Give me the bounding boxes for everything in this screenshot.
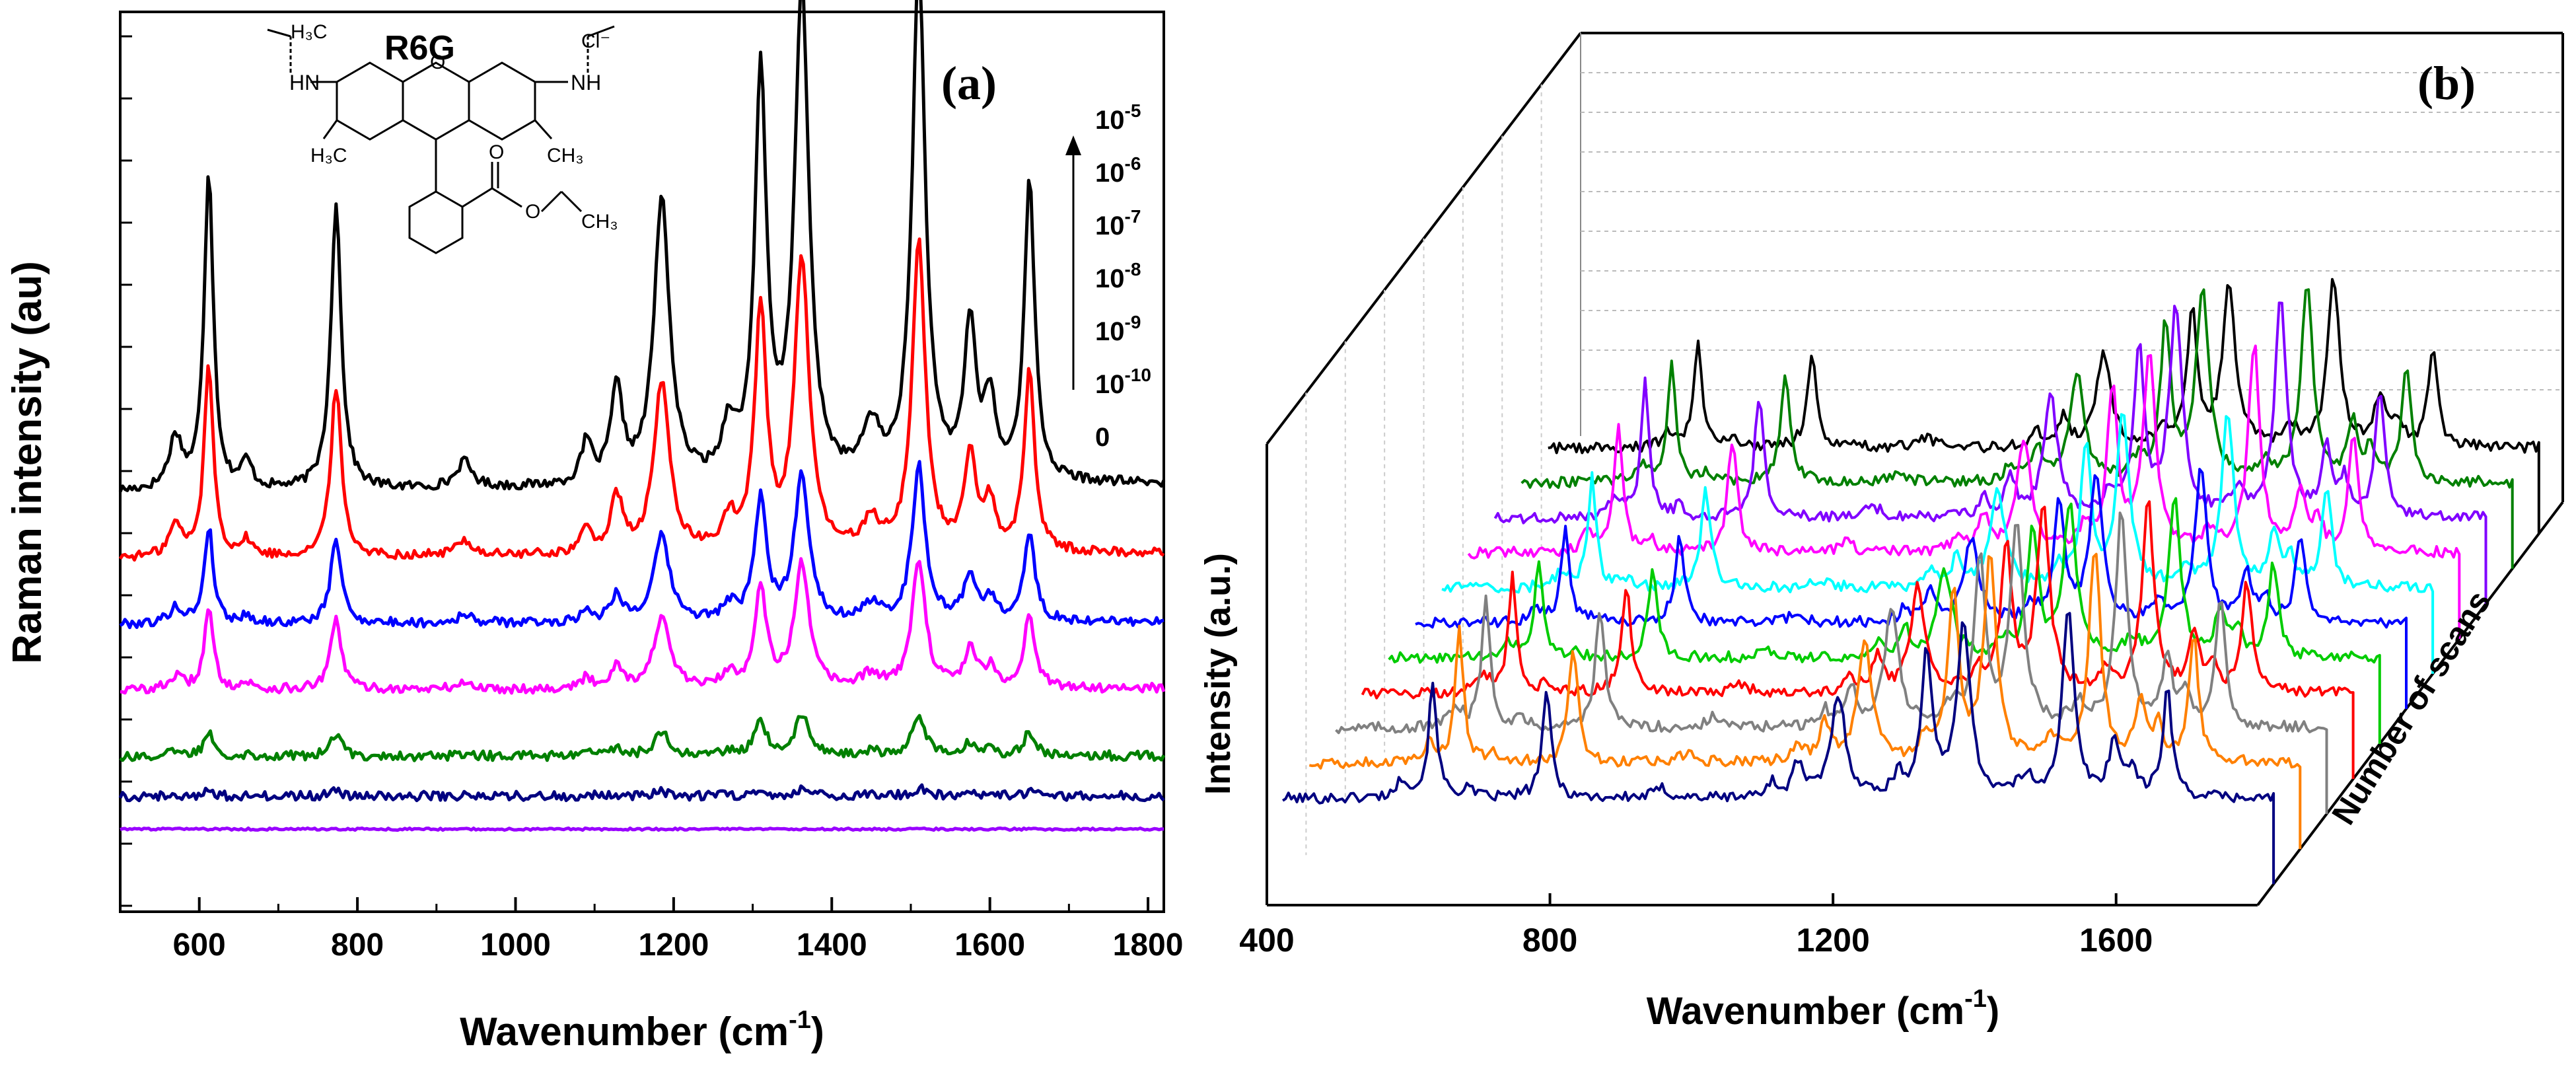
panel-b-label: (b) <box>2417 57 2476 110</box>
series-line-b-8 <box>1493 301 2487 604</box>
panel-a-y-ticks <box>120 35 132 907</box>
panel-b-y-axis-label: Intensity (a.u.) <box>1198 553 1238 795</box>
x-tick-label: 1600 <box>2079 922 2153 959</box>
panel-b-x-axis-label-sup: -1 <box>1964 985 1987 1013</box>
x-tick-label: 1000 <box>480 928 551 963</box>
concentration-label: 0 <box>1095 423 1110 452</box>
panel-a-x-ticks: 600 800 1000 1200 1400 1600 1800 <box>119 897 1184 963</box>
concentration-arrow-head <box>1065 135 1081 155</box>
concentration-labels: 10-5 10-6 10-7 10-8 10-9 10-10 0 <box>1095 100 1151 452</box>
concentration-exponent: -5 <box>1125 100 1141 121</box>
molecule-bond <box>322 120 338 139</box>
series-line-b-3 <box>1361 500 2355 779</box>
panel-a-series <box>118 0 1166 832</box>
x-tick-label: 1200 <box>1797 922 1870 959</box>
molecule-label: O <box>525 201 540 223</box>
molecule-label: O <box>430 52 445 73</box>
x-tick-label: 1600 <box>954 928 1025 963</box>
concentration-exponent: -8 <box>1125 259 1141 279</box>
molecule-right-ring <box>468 61 536 141</box>
molecule-label: H₃C <box>310 145 347 166</box>
concentration-label: 10-7 <box>1095 206 1141 240</box>
series-line-a-4 <box>119 714 1166 762</box>
panel-a-x-axis-label-main: Wavenumber (cm <box>460 1010 789 1054</box>
panel-b-grid <box>1305 72 2563 856</box>
panel-b-x-axis-label: Wavenumber (cm-1) <box>1647 985 1999 1033</box>
molecule-label: Cl⁻ <box>581 30 610 52</box>
concentration-exponent: -7 <box>1125 206 1141 227</box>
panel-b-series <box>1282 277 2540 885</box>
concentration-label: 10-8 <box>1095 259 1141 293</box>
molecule-label: HN <box>289 71 320 94</box>
panel-a-x-axis-label-sup: -1 <box>789 1006 811 1034</box>
panel-b-x-ticks: 400 800 1200 1600 <box>1239 893 2153 959</box>
panel-a: 600 800 1000 1200 1400 1600 1800 (a) Raman int… <box>5 0 1183 1054</box>
molecule-bond <box>491 187 522 208</box>
molecule-left-ring <box>336 61 404 141</box>
concentration-exponent: -6 <box>1125 153 1141 174</box>
panel-b-x-axis-label-close: ) <box>1987 990 1999 1033</box>
x-tick-label: 800 <box>1522 922 1577 959</box>
series-line-b-0 <box>1282 612 2275 885</box>
concentration-label: 10-9 <box>1095 312 1141 346</box>
r6g-molecule-structure <box>267 25 615 254</box>
molecule-bond <box>462 187 493 208</box>
series-line-a-1 <box>118 237 1165 562</box>
x-tick-label: 800 <box>331 928 384 963</box>
panel-b: 400 800 1200 1600 (b) Intensity (a.u.) Wave… <box>1198 32 2564 1033</box>
molecule-label: NH <box>571 71 601 94</box>
series-line-b-10 <box>1548 277 2540 534</box>
molecule-labels: H₃C R6G Cl⁻ HN NH O H₃C CH₃ O O CH₃ <box>289 21 618 233</box>
series-line-b-5 <box>1415 468 2408 709</box>
panel-b-x-axis-label-main: Wavenumber (cm <box>1647 990 1964 1033</box>
series-line-b-7 <box>1467 344 2461 639</box>
panel-a-x-axis-label: Wavenumber (cm-1) <box>460 1006 824 1054</box>
concentration-exponent: -9 <box>1125 312 1141 332</box>
series-line-b-6 <box>1441 413 2435 674</box>
series-line-a-5 <box>118 783 1165 803</box>
concentration-label: 10-5 <box>1095 100 1141 135</box>
molecule-label: CH₃ <box>581 211 618 233</box>
molecule-label: O <box>489 141 504 163</box>
molecule-center-ring <box>402 61 470 141</box>
molecule-bond <box>267 28 291 38</box>
molecule-name: R6G <box>384 29 455 67</box>
molecule-bond <box>560 190 583 213</box>
concentration-label: 10-6 <box>1095 153 1141 188</box>
x-tick-label: 400 <box>1239 922 1294 959</box>
series-line-a-0 <box>118 0 1166 493</box>
x-tick-label: 1400 <box>797 928 867 963</box>
molecule-bond <box>587 25 615 38</box>
series-line-a-6 <box>120 826 1164 832</box>
series-line-b-1 <box>1308 552 2302 850</box>
molecule-label: CH₃ <box>547 145 584 166</box>
molecule-bond <box>534 120 553 139</box>
concentration-label: 10-10 <box>1095 365 1151 399</box>
x-tick-label: 1800 <box>1113 928 1184 963</box>
x-tick-label: 1200 <box>638 928 709 963</box>
panel-a-y-axis-label: Raman intensity (au) <box>5 261 50 664</box>
molecule-label: H₃C <box>291 21 328 43</box>
concentration-exponent: -10 <box>1125 365 1151 385</box>
molecule-bond <box>540 190 563 213</box>
molecule-benzoate-ring <box>408 190 464 254</box>
x-tick-label: 600 <box>173 928 226 963</box>
panel-a-frame <box>119 11 1165 913</box>
box-edge-bottom-right <box>2256 501 2564 906</box>
panel-a-label: (a) <box>941 57 997 110</box>
panel-a-x-axis-label-close: ) <box>811 1010 824 1054</box>
series-line-a-3 <box>120 557 1166 695</box>
series-line-a-2 <box>119 460 1164 630</box>
